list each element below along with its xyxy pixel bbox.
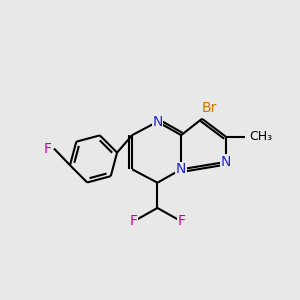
Text: N: N [176, 162, 186, 176]
Text: N: N [152, 115, 163, 129]
Text: CH₃: CH₃ [250, 130, 273, 143]
Text: F: F [44, 142, 52, 155]
Text: F: F [177, 214, 185, 228]
Text: Br: Br [202, 101, 217, 116]
Text: F: F [130, 214, 138, 228]
Text: N: N [220, 155, 231, 169]
